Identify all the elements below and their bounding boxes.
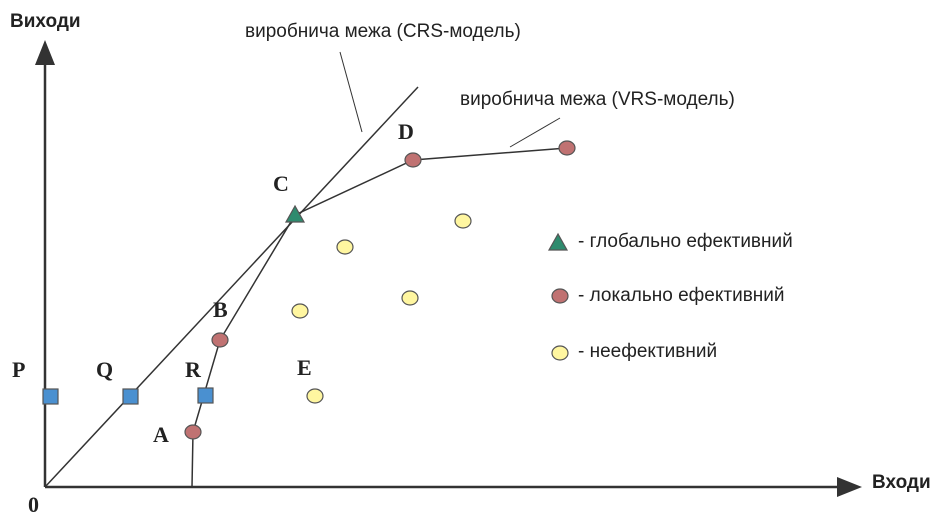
legend-label: - глобально ефективний — [578, 231, 793, 252]
x-arrow — [837, 477, 862, 497]
point-label: A — [153, 422, 169, 447]
point-a — [184, 424, 202, 440]
inefficient-point — [291, 303, 309, 319]
crs-leader — [339, 51, 363, 133]
legend-label: - локально ефективний — [578, 285, 785, 306]
y-arrow — [35, 40, 55, 65]
point-c — [284, 204, 306, 223]
point-q — [122, 388, 139, 405]
legend-marker — [551, 345, 569, 361]
point-label: P — [12, 357, 25, 382]
point-label: B — [213, 297, 228, 322]
point-vrs-end — [558, 140, 576, 156]
point-b — [211, 332, 229, 348]
frontiers — [44, 51, 568, 488]
crs-frontier — [44, 86, 419, 488]
y-axis-label: Виходи — [10, 11, 81, 32]
point-label: Q — [96, 357, 113, 382]
inefficient-point — [336, 239, 354, 255]
origin-label: 0 — [28, 492, 39, 517]
inefficient-point — [401, 290, 419, 306]
legend-label: - неефективний — [578, 341, 717, 362]
x-axis-label: Входи — [872, 472, 931, 493]
vrs-frontier — [191, 147, 568, 488]
inefficient-point — [454, 213, 472, 229]
axes — [35, 40, 862, 497]
point-d — [404, 152, 422, 168]
crs-annotation: виробнича межа (CRS-модель) — [245, 21, 521, 42]
vrs-annotation: виробнича межа (VRS-модель) — [460, 89, 735, 110]
points — [42, 140, 576, 440]
point-r — [197, 387, 214, 404]
point-label: C — [273, 171, 289, 196]
vrs-leader — [509, 117, 561, 148]
point-label: D — [398, 119, 414, 144]
point-p — [42, 388, 59, 405]
point-label: E — [297, 355, 312, 380]
legend-marker — [547, 232, 569, 251]
point-label: R — [185, 357, 202, 382]
point-e — [306, 388, 324, 404]
legend — [547, 232, 569, 361]
legend-marker — [551, 288, 569, 304]
